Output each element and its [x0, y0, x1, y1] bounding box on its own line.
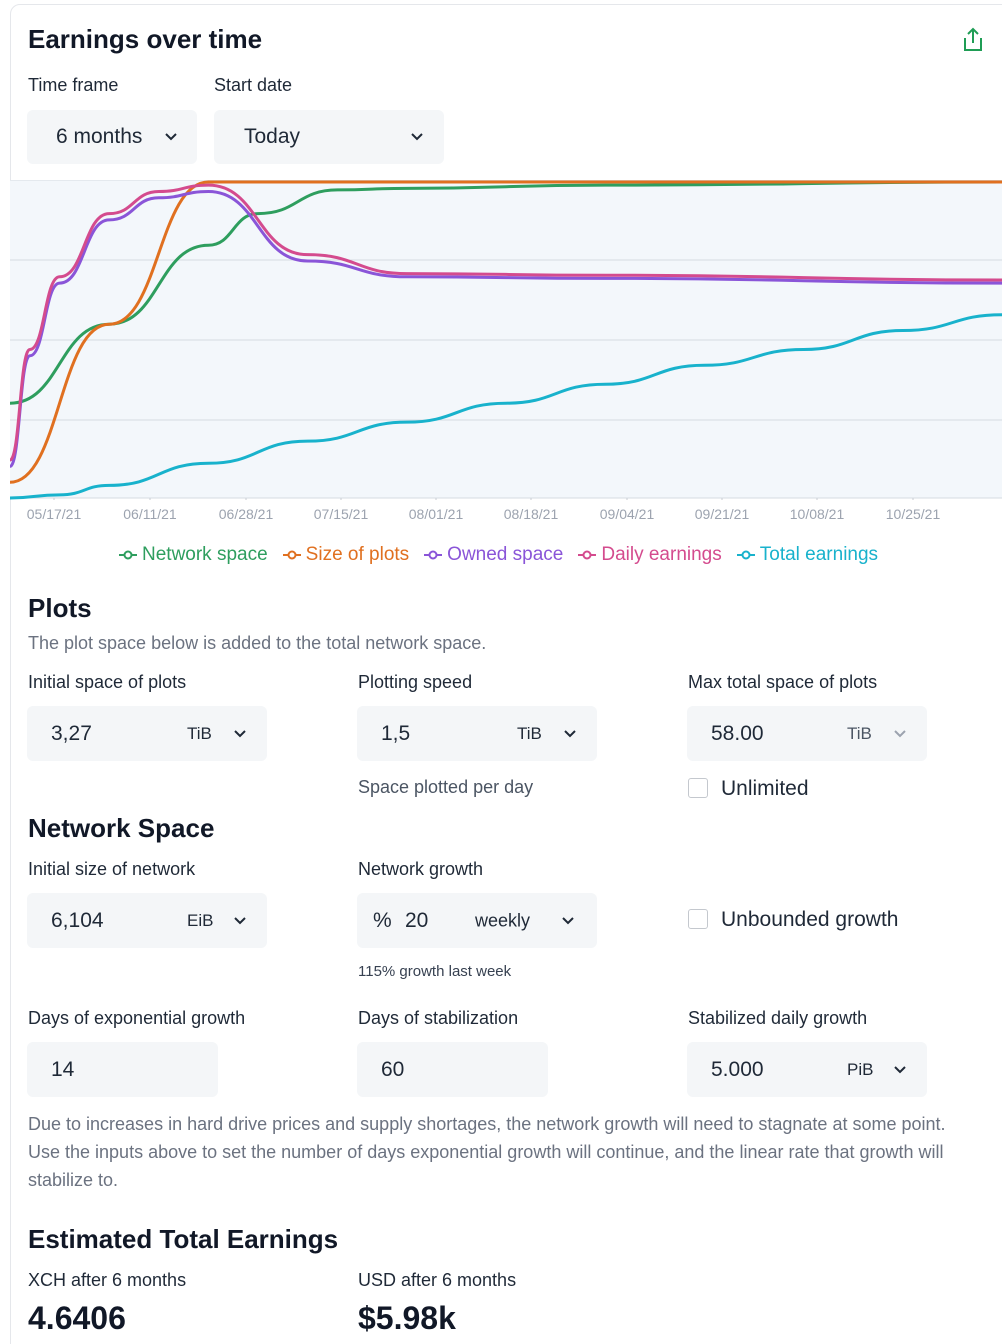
stab-growth-label: Stabilized daily growth [688, 1008, 868, 1028]
network-title: Network Space [28, 813, 215, 843]
chevron-down-icon [165, 133, 177, 141]
legend-marker-icon [282, 550, 301, 560]
plotting-speed-hint: Space plotted per day [358, 777, 534, 797]
x-axis: 05/17/21 06/11/21 06/28/21 07/15/21 08/01/21… [10, 506, 1002, 526]
x-tick-label: 06/28/21 [218, 506, 274, 522]
stab-growth-unit[interactable]: PiB [847, 1059, 874, 1079]
usd-label: USD after 6 months [358, 1270, 517, 1290]
network-growth-label: Network growth [358, 859, 484, 879]
chevron-down-icon[interactable] [233, 916, 247, 926]
x-tick-label: 07/15/21 [313, 506, 369, 522]
initial-plots-input[interactable]: 3,27 TiB [27, 706, 267, 761]
earnings-title: Estimated Total Earnings [28, 1224, 339, 1254]
x-tick-label: 10/25/21 [885, 506, 941, 522]
x-tick-label: 10/08/21 [789, 506, 845, 522]
series-line-daily-earnings[interactable] [8, 183, 1002, 462]
plotting-speed-input[interactable]: 1,5 TiB [357, 706, 597, 761]
legend-label: Daily earnings [601, 544, 722, 565]
time-frame-value: 6 months [56, 125, 143, 148]
start-date-select[interactable]: Today [214, 110, 444, 164]
time-frame-label: Time frame [28, 75, 119, 95]
chevron-down-icon[interactable] [233, 729, 247, 739]
x-tick-label: 09/21/21 [694, 506, 750, 522]
legend-label: Total earnings [759, 544, 879, 565]
initial-plots-label: Initial space of plots [28, 672, 187, 692]
stab-days-input[interactable]: 60 [357, 1042, 548, 1097]
initial-plots-unit[interactable]: TiB [187, 723, 212, 743]
legend-marker-icon [736, 550, 755, 560]
initial-plots-value: 3,27 [51, 721, 92, 745]
network-growth-period[interactable]: weekly [475, 910, 531, 930]
plotting-speed-unit[interactable]: TiB [517, 723, 542, 743]
start-date-value: Today [244, 125, 301, 148]
plots-title: Plots [28, 593, 92, 623]
share-icon[interactable] [960, 26, 986, 54]
x-tick-label: 06/11/21 [123, 506, 177, 522]
time-frame-select[interactable]: 6 months [27, 110, 197, 164]
x-tick-label: 09/04/21 [599, 506, 655, 522]
stab-days-value: 60 [381, 1057, 405, 1081]
x-tick-label: 08/01/21 [408, 506, 464, 522]
exp-days-value: 14 [51, 1057, 75, 1081]
exp-days-label: Days of exponential growth [28, 1008, 246, 1028]
start-date-label: Start date [214, 75, 293, 95]
legend-label: Network space [142, 544, 268, 565]
chart-legend: Network space Size of plots Owned space Dai… [118, 544, 998, 572]
plots-description: The plot space below is added to the tot… [28, 633, 487, 653]
initial-network-input[interactable]: 6,104 EiB [27, 893, 267, 948]
unbounded-growth-label[interactable]: Unbounded growth [721, 908, 899, 931]
legend-item-network-space[interactable]: Network space [118, 544, 268, 566]
legend-item-daily-earnings[interactable]: Daily earnings [577, 544, 722, 566]
plotting-speed-label: Plotting speed [358, 672, 473, 692]
earnings-chart[interactable] [8, 179, 1002, 506]
max-plots-unit[interactable]: TiB [847, 723, 872, 743]
page-title: Earnings over time [28, 24, 263, 54]
legend-marker-icon [424, 550, 443, 560]
plotting-speed-value: 1,5 [381, 721, 411, 745]
legend-marker-icon [119, 550, 137, 560]
xch-value: 4.6406 [28, 1300, 126, 1336]
stab-days-label: Days of stabilization [358, 1008, 519, 1028]
series-line-total-earnings[interactable] [9, 313, 1002, 500]
chevron-down-icon [411, 133, 423, 141]
max-plots-label: Max total space of plots [688, 672, 878, 692]
chevron-down-icon[interactable] [893, 1065, 907, 1075]
exp-days-input[interactable]: 14 [27, 1042, 218, 1097]
earnings-chart-svg [8, 179, 1002, 506]
chevron-down-icon[interactable] [561, 916, 575, 926]
legend-item-total-earnings[interactable]: Total earnings [736, 544, 878, 566]
unbounded-growth-checkbox[interactable] [688, 909, 708, 929]
max-plots-input[interactable]: 58.00 TiB [687, 706, 927, 761]
unlimited-label[interactable]: Unlimited [721, 777, 809, 800]
chevron-down-icon[interactable] [563, 729, 577, 739]
network-note: Due to increases in hard drive prices an… [28, 1114, 946, 1190]
max-plots-value: 58.00 [711, 721, 764, 745]
series-line-size-of-plots[interactable] [9, 180, 1002, 484]
network-growth-value[interactable]: 20 [405, 908, 429, 932]
legend-label: Owned space [447, 544, 564, 565]
chevron-down-icon[interactable] [893, 729, 907, 739]
initial-network-value: 6,104 [51, 908, 104, 932]
legend-item-owned-space[interactable]: Owned space [423, 544, 563, 566]
earnings-card [10, 4, 1002, 1344]
stab-growth-input[interactable]: 5.000 PiB [687, 1042, 927, 1097]
network-growth-input[interactable]: % 20 weekly [357, 893, 597, 948]
unlimited-checkbox[interactable] [688, 778, 708, 798]
stab-growth-value: 5.000 [711, 1057, 764, 1081]
xch-label: XCH after 6 months [28, 1270, 187, 1290]
legend-item-size-of-plots[interactable]: Size of plots [282, 544, 410, 566]
x-tick-label: 08/18/21 [503, 506, 559, 522]
initial-network-unit[interactable]: EiB [187, 910, 214, 930]
x-tick-label: 05/17/21 [26, 506, 82, 522]
initial-network-label: Initial size of network [28, 859, 196, 879]
usd-value: $5.98k [358, 1300, 456, 1336]
legend-label: Size of plots [305, 544, 410, 565]
network-growth-hint: 115% growth last week [358, 963, 512, 980]
legend-marker-icon [578, 550, 597, 560]
percent-prefix: % [373, 908, 392, 932]
